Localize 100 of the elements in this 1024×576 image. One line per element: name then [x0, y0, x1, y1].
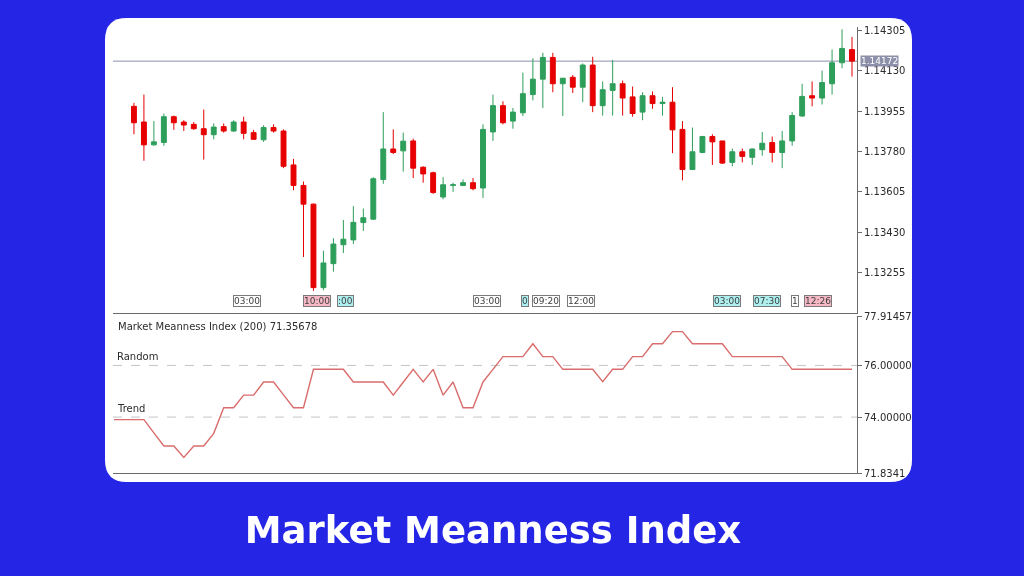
- y-tick-label: 74.00000: [864, 411, 912, 423]
- candlestick: [529, 57, 536, 101]
- y-tick-label: 1.13605: [864, 186, 906, 198]
- y-tick-label: 76.00000: [864, 359, 912, 371]
- candlestick: [250, 129, 257, 141]
- annotation: 07:30: [754, 296, 781, 306]
- candlestick: [170, 115, 177, 131]
- candlestick: [849, 36, 855, 78]
- annotation: 03:00: [474, 296, 501, 306]
- candlestick: [549, 52, 556, 93]
- candlestick: [390, 128, 397, 155]
- candlestick: [729, 148, 736, 167]
- candlestick: [629, 86, 636, 118]
- candlestick: [140, 94, 147, 162]
- candlestick: [180, 119, 187, 132]
- candlestick: [579, 62, 586, 103]
- candlestick: [659, 96, 666, 117]
- candlestick: [509, 107, 516, 130]
- candlestick: [689, 127, 696, 171]
- y-tick-label: 77.91457: [864, 310, 912, 322]
- candlestick: [240, 116, 247, 140]
- candlestick: [769, 136, 776, 163]
- candlestick: [230, 119, 237, 133]
- candlestick: [649, 90, 656, 110]
- candlestick: [410, 138, 417, 179]
- candlestick: [569, 74, 576, 94]
- candlestick: [719, 140, 726, 165]
- annotation: Market Meanness Index (200) 71.35678: [118, 321, 318, 332]
- candlestick: [709, 133, 716, 166]
- candlestick: [260, 124, 267, 143]
- candlestick: [370, 176, 377, 221]
- candlestick: [490, 94, 496, 142]
- y-tick-label: 1.13780: [864, 146, 906, 158]
- annotation: 09:20: [533, 296, 560, 306]
- candlestick: [829, 49, 836, 96]
- candlestick: [270, 123, 277, 134]
- candlestick: [460, 178, 466, 187]
- annotation: 12:26: [805, 296, 832, 306]
- candlestick: [450, 182, 457, 193]
- candlestick: [150, 120, 157, 147]
- annotation: 12:00: [568, 296, 595, 306]
- candlestick: [819, 70, 826, 105]
- candlestick: [619, 80, 626, 117]
- candlestick: [669, 86, 676, 154]
- annotation: 10:00: [304, 296, 331, 306]
- candlestick: [330, 237, 337, 273]
- y-tick-label: 1.13255: [864, 267, 906, 279]
- candlestick: [400, 132, 407, 173]
- candlestick: [749, 148, 756, 166]
- line-series: [113, 330, 853, 459]
- candlestick: [599, 80, 606, 117]
- annotation: 0: [522, 296, 528, 306]
- candlestick: [839, 28, 845, 69]
- candlestick: [350, 205, 357, 245]
- candlestick: [609, 59, 616, 117]
- candlestick: [190, 121, 197, 131]
- candlestick: [360, 208, 367, 232]
- candlestick: [789, 111, 796, 147]
- y-tick-label: 71.8341: [864, 467, 906, 479]
- candlestick: [160, 112, 167, 147]
- candlestick: [799, 83, 806, 118]
- candlestick: [639, 91, 646, 121]
- candlestick: [500, 100, 506, 125]
- candlestick: [699, 135, 706, 154]
- annotation: 03:00: [714, 296, 741, 306]
- ref-line-label: 1.14172: [861, 56, 899, 66]
- candlestick: [310, 202, 317, 292]
- candlestick: [519, 72, 526, 117]
- candlestick: [739, 148, 746, 163]
- y-tick-label: 1.13430: [864, 226, 906, 238]
- candlestick: [280, 128, 287, 169]
- ref-line-label: Trend: [117, 403, 146, 414]
- candlestick: [220, 122, 227, 134]
- y-tick-label: 1.14130: [864, 65, 906, 77]
- ref-line-label: Random: [117, 351, 159, 362]
- candlestick: [210, 122, 217, 140]
- candlestick: [440, 176, 447, 200]
- candlestick: [779, 130, 786, 169]
- candlestick: [430, 171, 437, 195]
- candlestick: [131, 102, 137, 135]
- candlestick: [679, 120, 686, 181]
- candlestick: [340, 219, 347, 254]
- annotation: :00: [338, 296, 353, 306]
- candlestick: [200, 109, 207, 161]
- candlestick: [559, 77, 566, 117]
- candlestick: [759, 131, 766, 157]
- candlestick: [320, 250, 327, 291]
- candlestick: [300, 181, 307, 258]
- candlestick: [420, 165, 427, 184]
- candlestick: [380, 111, 387, 185]
- candlestick: [809, 80, 816, 107]
- annotation: 1: [792, 296, 798, 306]
- text: Market Meanness Index: [244, 508, 742, 552]
- annotation: 03:00: [234, 296, 261, 306]
- y-tick-label: 1.13955: [864, 105, 906, 117]
- candlestick: [290, 158, 297, 191]
- candlestick: [470, 177, 476, 191]
- candlestick: [539, 52, 546, 109]
- y-tick-label: 1.14305: [864, 24, 906, 36]
- candlestick: [589, 56, 596, 113]
